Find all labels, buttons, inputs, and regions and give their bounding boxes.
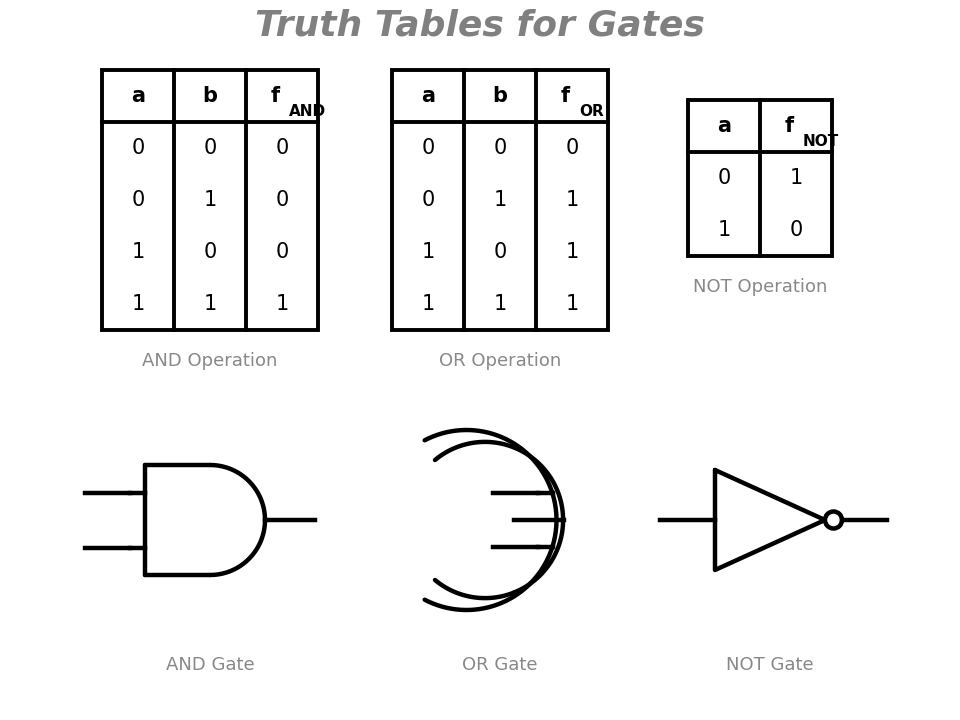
Text: 1: 1 <box>789 168 803 188</box>
Text: NOT Gate: NOT Gate <box>726 656 814 674</box>
Text: NOT: NOT <box>803 134 839 149</box>
Text: 0: 0 <box>421 138 435 158</box>
Text: AND: AND <box>289 104 326 119</box>
Text: 0: 0 <box>717 168 731 188</box>
Text: a: a <box>717 116 731 136</box>
Text: 0: 0 <box>204 242 217 262</box>
Text: 0: 0 <box>276 190 289 210</box>
Text: Truth Tables for Gates: Truth Tables for Gates <box>255 8 705 42</box>
Text: f: f <box>784 116 794 136</box>
Text: 0: 0 <box>565 138 579 158</box>
Text: 1: 1 <box>421 294 435 314</box>
Text: 1: 1 <box>565 242 579 262</box>
Text: 1: 1 <box>493 190 507 210</box>
Text: f: f <box>271 86 279 106</box>
Text: NOT Operation: NOT Operation <box>693 278 828 296</box>
Bar <box>688 100 832 256</box>
Circle shape <box>825 511 842 528</box>
Text: f: f <box>561 86 569 106</box>
Text: b: b <box>203 86 218 106</box>
Text: 1: 1 <box>717 220 731 240</box>
Text: a: a <box>421 86 435 106</box>
Text: 0: 0 <box>421 190 435 210</box>
Text: 1: 1 <box>565 294 579 314</box>
Text: 1: 1 <box>565 190 579 210</box>
Text: OR Gate: OR Gate <box>463 656 538 674</box>
Text: 1: 1 <box>204 190 217 210</box>
Text: 1: 1 <box>421 242 435 262</box>
Text: 0: 0 <box>132 190 145 210</box>
Text: b: b <box>492 86 508 106</box>
Text: 0: 0 <box>493 242 507 262</box>
Text: OR Operation: OR Operation <box>439 352 562 370</box>
Text: 1: 1 <box>204 294 217 314</box>
Text: 1: 1 <box>132 294 145 314</box>
Text: OR: OR <box>579 104 604 119</box>
Text: 1: 1 <box>493 294 507 314</box>
Text: 0: 0 <box>132 138 145 158</box>
Text: a: a <box>131 86 145 106</box>
Text: 1: 1 <box>276 294 289 314</box>
Text: 0: 0 <box>789 220 803 240</box>
Bar <box>392 70 608 330</box>
Text: AND Gate: AND Gate <box>166 656 254 674</box>
Text: 1: 1 <box>132 242 145 262</box>
Text: AND Operation: AND Operation <box>142 352 277 370</box>
Text: 0: 0 <box>276 242 289 262</box>
Bar <box>102 70 318 330</box>
Text: 0: 0 <box>204 138 217 158</box>
Text: 0: 0 <box>493 138 507 158</box>
Text: 0: 0 <box>276 138 289 158</box>
